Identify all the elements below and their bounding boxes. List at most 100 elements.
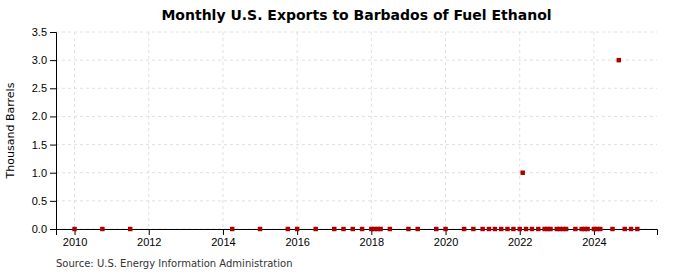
point — [313, 227, 317, 231]
annotation: Source: U.S. Energy Information Administ… — [56, 258, 293, 269]
grid-line — [297, 32, 298, 229]
title: Monthly U.S. Exports to Barbados of Fuel… — [161, 7, 551, 23]
axis-line — [50, 33, 57, 230]
tick: 1.5 — [32, 139, 56, 151]
grid-line — [56, 32, 657, 33]
tick-label: 0.5 — [32, 195, 47, 207]
point — [406, 227, 410, 231]
tick: 0.0 — [32, 223, 56, 235]
tick: 2.5 — [32, 82, 56, 94]
point — [564, 227, 568, 231]
tick-label: 2016 — [285, 236, 309, 248]
tick-mark — [149, 229, 150, 235]
plot: 2010 2012 2014 2016 2018 2020 2022 2024 0.0 0.5 1.… — [32, 26, 658, 248]
tick-mark — [50, 201, 56, 202]
point — [524, 227, 528, 231]
tick-label: 2020 — [434, 236, 458, 248]
tick-mark — [50, 229, 56, 230]
tick-mark — [50, 116, 56, 117]
tick-label: 1.0 — [32, 167, 47, 179]
tick-label: 3.0 — [32, 54, 47, 66]
point — [258, 227, 262, 231]
point — [480, 227, 484, 231]
tick: 0.5 — [32, 195, 56, 207]
tick: 3.5 — [32, 26, 56, 38]
point — [415, 227, 419, 231]
tick-mark — [50, 145, 56, 146]
tick: 2012 — [137, 229, 161, 248]
point — [378, 227, 382, 231]
grid-line — [56, 172, 657, 173]
point — [128, 227, 132, 231]
point — [499, 227, 503, 231]
point — [295, 227, 299, 231]
point — [511, 227, 515, 231]
tick: 1.0 — [32, 167, 56, 179]
point — [585, 227, 589, 231]
tick: 2020 — [434, 229, 458, 248]
point — [462, 227, 466, 231]
tick-mark — [50, 32, 56, 33]
point — [230, 227, 234, 231]
point — [635, 227, 639, 231]
point — [332, 227, 336, 231]
y-axis-label: Thousand Barrels — [4, 82, 17, 179]
grid-line — [56, 60, 657, 61]
tick-label: 2018 — [360, 236, 384, 248]
point — [610, 227, 614, 231]
tick: 2.0 — [32, 110, 56, 122]
point — [520, 170, 524, 174]
tick-label: 2022 — [508, 236, 532, 248]
tick-label: 2.0 — [32, 110, 47, 122]
tick-label: 3.5 — [32, 26, 47, 38]
grid — [56, 32, 657, 229]
tick-mark — [50, 88, 56, 89]
tick: 2010 — [63, 229, 87, 248]
tick-label: 2010 — [63, 236, 87, 248]
point — [434, 227, 438, 231]
point — [517, 227, 521, 231]
tick-mark — [50, 173, 56, 174]
chart: 2010 2012 2014 2016 2018 2020 2022 2024 0.0 0.5 1.… — [0, 0, 675, 275]
grid-line — [445, 32, 446, 229]
point — [388, 227, 392, 231]
tick: 2024 — [582, 229, 606, 248]
point — [629, 227, 633, 231]
tick-label: 2024 — [582, 236, 606, 248]
tick-mark — [50, 60, 56, 61]
tick-label: 2.5 — [32, 82, 47, 94]
point — [487, 227, 491, 231]
point — [573, 227, 577, 231]
tick: 2018 — [360, 229, 384, 248]
grid-line — [56, 88, 657, 89]
point — [622, 227, 626, 231]
grid-line — [148, 32, 149, 229]
point — [72, 227, 76, 231]
point — [286, 227, 290, 231]
point — [530, 227, 534, 231]
x-axis: 2010 2012 2014 2016 2018 2020 2022 2024 — [57, 229, 658, 248]
grid-line — [56, 116, 657, 117]
grid-line — [222, 32, 223, 229]
tick: 2022 — [508, 229, 532, 248]
point — [505, 227, 509, 231]
point — [100, 227, 104, 231]
point — [617, 58, 621, 62]
points — [72, 58, 639, 231]
grid-line — [56, 200, 657, 201]
point — [598, 227, 602, 231]
point — [493, 227, 497, 231]
tick-mark — [223, 229, 224, 235]
point — [360, 227, 364, 231]
grid-line — [371, 32, 372, 229]
tick: 2014 — [211, 229, 235, 248]
point — [351, 227, 355, 231]
point — [536, 227, 540, 231]
tick-label: 2014 — [211, 236, 235, 248]
point — [443, 227, 447, 231]
tick: 2016 — [285, 229, 309, 248]
tick-label: 1.5 — [32, 139, 47, 151]
tick-label: 0.0 — [32, 223, 47, 235]
point — [548, 227, 552, 231]
point — [471, 227, 475, 231]
